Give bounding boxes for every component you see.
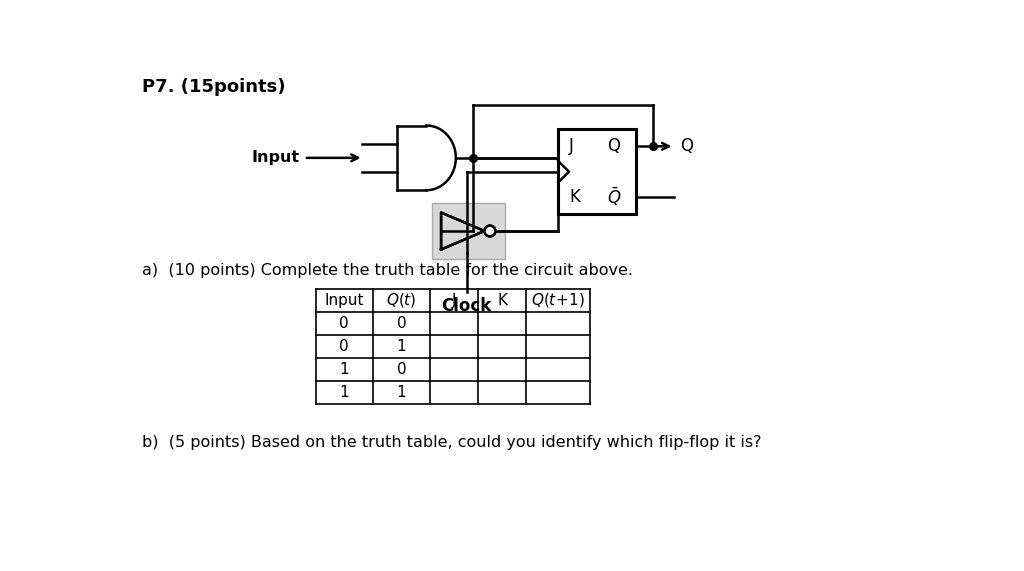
Text: 1: 1 [339, 385, 349, 400]
Circle shape [484, 226, 496, 236]
Text: Input: Input [325, 293, 364, 308]
Text: K: K [569, 188, 580, 206]
Text: 0: 0 [396, 316, 407, 331]
Text: Q: Q [680, 137, 693, 155]
Text: $Q(t\!+\!1)$: $Q(t\!+\!1)$ [531, 291, 585, 309]
Text: 0: 0 [339, 316, 349, 331]
Text: Q: Q [607, 137, 621, 155]
Text: K: K [498, 293, 507, 308]
Text: Input: Input [252, 150, 300, 166]
Text: $Q(t)$: $Q(t)$ [386, 291, 417, 309]
Text: b)  (5 points) Based on the truth table, could you identify which flip-flop it i: b) (5 points) Based on the truth table, … [142, 435, 762, 450]
Bar [558, 130, 636, 214]
Text: $\bar{Q}$: $\bar{Q}$ [606, 186, 622, 208]
Text: 0: 0 [339, 339, 349, 354]
Circle shape [484, 226, 496, 236]
Bar [432, 203, 505, 259]
Text: P7. (15points): P7. (15points) [142, 78, 286, 96]
Text: a)  (10 points) Complete the truth table for the circuit above.: a) (10 points) Complete the truth table … [142, 263, 633, 278]
Text: Clock: Clock [441, 297, 492, 315]
Text: 0: 0 [396, 362, 407, 377]
Text: 1: 1 [396, 339, 407, 354]
Text: J: J [569, 137, 573, 155]
Text: J: J [452, 293, 457, 308]
Text: 1: 1 [339, 362, 349, 377]
Text: 1: 1 [396, 385, 407, 400]
